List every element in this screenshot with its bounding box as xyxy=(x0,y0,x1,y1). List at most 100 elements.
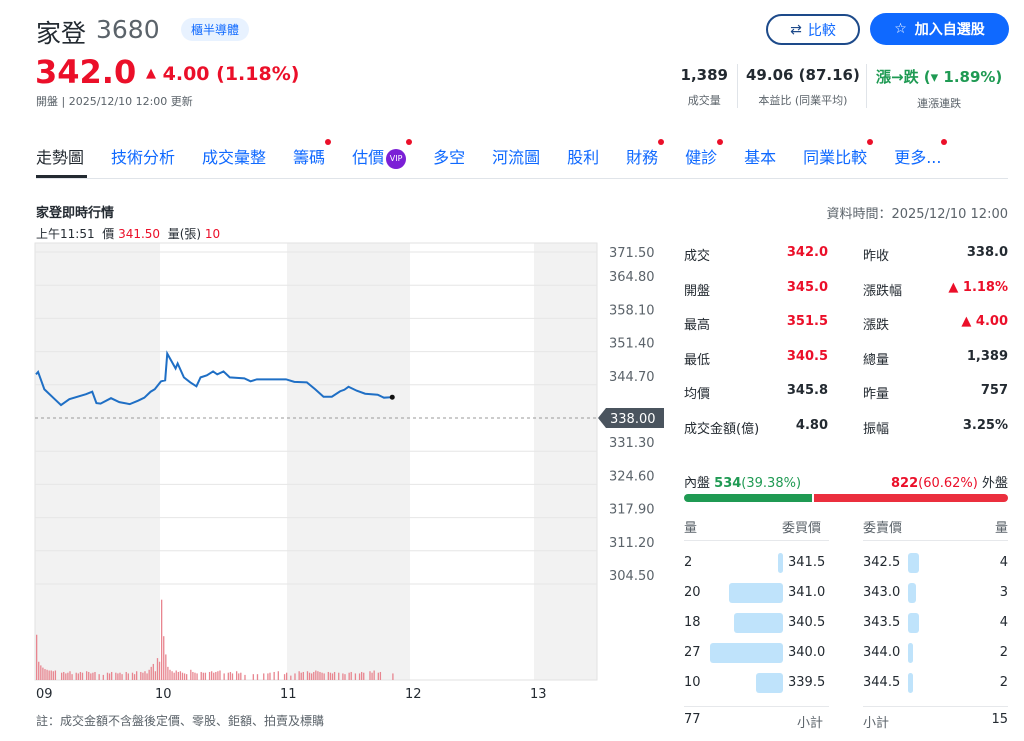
tab-label: 走勢圖 xyxy=(36,148,85,167)
bid-vol: 27 xyxy=(684,645,701,660)
divider xyxy=(737,64,738,108)
tab-3[interactable]: 籌碼 xyxy=(293,139,332,169)
ask-volume-bar xyxy=(908,553,919,573)
quote-value: 1,389 xyxy=(966,348,1008,364)
bid-price: 340.5 xyxy=(788,615,826,630)
tab-11[interactable]: 同業比較 xyxy=(803,139,874,169)
volume-bar xyxy=(344,674,346,680)
tab-label: 健診 xyxy=(685,148,718,167)
compare-button[interactable]: ⇄ 比較 xyxy=(766,14,860,45)
volume-bar xyxy=(306,671,309,680)
ask-vol: 4 xyxy=(999,615,1008,630)
volume-bar xyxy=(106,672,109,680)
volume-bar xyxy=(92,672,94,680)
volume-bar xyxy=(308,672,311,680)
volume-bar xyxy=(286,672,288,680)
bid-price: 341.5 xyxy=(788,555,826,570)
volume-bar xyxy=(171,671,173,680)
y-tick-label: 351.40 xyxy=(609,337,655,352)
volume-bar xyxy=(63,671,65,680)
stat-volume: 1,389 成交量 xyxy=(681,66,728,108)
bid-volume-bar xyxy=(710,643,783,663)
volume-bar xyxy=(48,670,50,680)
tick-info: 上午11:51 價 341.50 量(張) 10 xyxy=(36,225,220,242)
tab-0[interactable]: 走勢圖 xyxy=(36,144,84,169)
ask-price: 343.0 xyxy=(863,585,901,600)
change-pct: (1.18%) xyxy=(216,63,300,85)
volume-bar xyxy=(298,671,300,680)
outer-volume: 822(60.62%) 外盤 xyxy=(891,472,1008,491)
volume-bar xyxy=(42,667,44,680)
stat-label: 連漲連跌 xyxy=(917,97,962,110)
intraday-chart[interactable]: 371.50 364.80 358.10 351.40 344.70 331.30 324.… xyxy=(0,0,680,741)
volume-bar xyxy=(229,671,232,680)
volume-bar xyxy=(348,672,350,680)
add-watchlist-button[interactable]: ☆ 加入自選股 xyxy=(870,13,1009,45)
volume-bar xyxy=(158,661,161,680)
bid-vol: 10 xyxy=(684,675,701,690)
quote-label: 成交金額(億) xyxy=(684,421,760,437)
volume-bar xyxy=(213,672,215,680)
sector-badge[interactable]: 櫃半導體 xyxy=(181,18,250,41)
tab-label: 籌碼 xyxy=(293,148,326,167)
tab-5[interactable]: 多空 xyxy=(433,144,465,169)
stat-streak: 漲→跌 (▾ 1.89%) 連漲連跌 xyxy=(876,66,1002,111)
bid-price: 340.0 xyxy=(788,645,826,660)
bid-volume-bar xyxy=(755,673,783,693)
y-tick-label: 324.60 xyxy=(609,469,655,484)
price-line xyxy=(35,350,393,407)
bid-price: 339.5 xyxy=(788,675,826,690)
volume-bar xyxy=(181,672,184,680)
stat-value: 49.06 (87.16) xyxy=(746,66,860,84)
quote-label: 總量 xyxy=(863,352,890,368)
quote-label: 均價 xyxy=(684,387,711,402)
ask-price: 344.5 xyxy=(863,675,901,690)
volume-bar xyxy=(127,673,129,680)
y-tick-label: 371.50 xyxy=(609,246,655,261)
volume-bar xyxy=(319,671,321,680)
tab-12[interactable]: 更多... xyxy=(894,139,948,169)
stat-value: 1,389 xyxy=(680,66,728,84)
volume-bar xyxy=(148,669,150,680)
volume-bar xyxy=(144,671,146,680)
ask-volume-bar xyxy=(908,673,914,693)
volume-bar xyxy=(54,670,57,680)
volume-bar xyxy=(65,673,67,680)
tab-2[interactable]: 成交彙整 xyxy=(202,144,266,169)
tab-9[interactable]: 健診 xyxy=(685,139,724,169)
volume-bar xyxy=(36,634,38,680)
volume-bar xyxy=(111,671,113,680)
volume-bar xyxy=(294,673,296,680)
divider xyxy=(866,64,867,108)
quote-label: 昨收 xyxy=(863,249,890,264)
volume-bar xyxy=(361,671,363,680)
y-tick-label: 311.20 xyxy=(609,536,655,551)
ask-vol: 2 xyxy=(999,675,1008,690)
volume-bar xyxy=(311,673,313,680)
tab-1[interactable]: 技術分析 xyxy=(111,144,175,169)
tab-10[interactable]: 基本 xyxy=(744,144,776,169)
volume-bar xyxy=(40,665,42,680)
volume-bar xyxy=(204,672,207,680)
tab-6[interactable]: 河流圖 xyxy=(492,144,540,169)
quote-label: 振幅 xyxy=(863,421,890,437)
volume-bar xyxy=(350,671,352,680)
tick-vol-label: 量(張) xyxy=(167,227,202,241)
tab-8[interactable]: 財務 xyxy=(626,139,665,169)
ask-volume-bar xyxy=(908,583,917,603)
volume-bar xyxy=(373,670,375,680)
volume-bar xyxy=(236,671,238,680)
footnote: 註：成交金額不含盤後定價、零股、鉅額、拍賣及標購 xyxy=(36,714,325,728)
volume-bar xyxy=(179,671,182,680)
volume-bar xyxy=(263,673,265,680)
volume-bar xyxy=(52,671,54,680)
reference-label: 338.00 xyxy=(610,412,656,427)
volume-bar xyxy=(215,671,217,680)
star-icon: ☆ xyxy=(894,21,907,37)
quote-label: 開盤 xyxy=(684,283,711,299)
volume-bar xyxy=(333,671,336,680)
stat-label: 成交量 xyxy=(687,94,721,107)
tab-4[interactable]: 估價 VIP xyxy=(352,139,413,169)
volume-bar xyxy=(167,666,169,680)
tab-7[interactable]: 股利 xyxy=(567,144,599,169)
